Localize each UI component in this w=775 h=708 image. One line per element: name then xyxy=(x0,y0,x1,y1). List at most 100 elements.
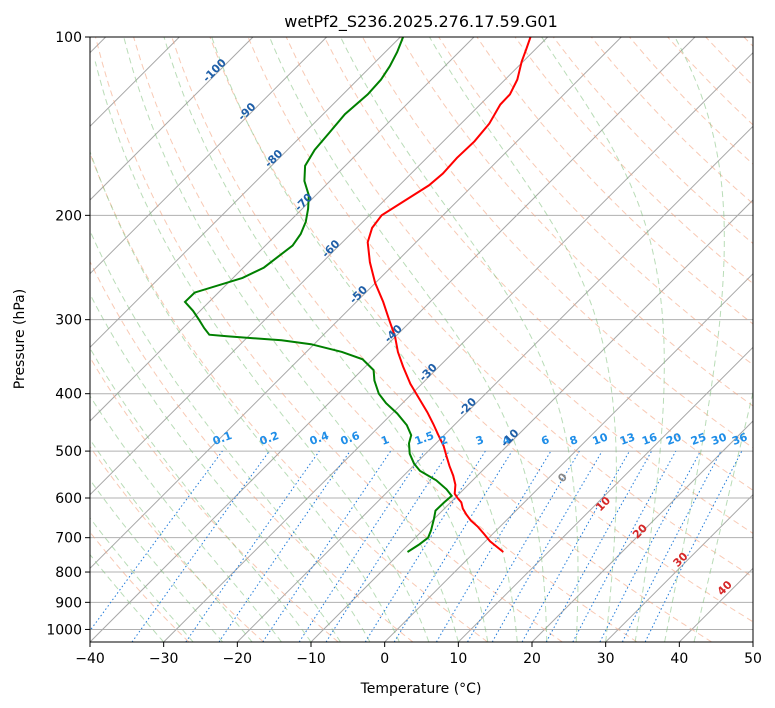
mixing-ratio-label: 0.2 xyxy=(258,429,281,448)
plot-frame xyxy=(89,36,754,643)
mixing-ratio-label: 20 xyxy=(664,430,683,448)
moist-adiabat-34 xyxy=(541,37,665,642)
isotherm--30 xyxy=(163,51,753,642)
mixing-ratio-label: 3 xyxy=(474,433,486,448)
y-axis-ticks: 100 200 300 400 500 600 700 800 900 1000 xyxy=(46,30,90,638)
y-tick-label: 900 xyxy=(55,595,82,611)
mixing-ratio-line-3 xyxy=(364,450,486,642)
mixing-ratio-label: 30 xyxy=(710,430,729,448)
moist-adiabat-30 xyxy=(429,37,617,642)
mixing-ratio-line-0.6 xyxy=(218,450,351,642)
dry-adiabat--10 xyxy=(90,356,339,642)
mixing-ratio-line-1.5 xyxy=(298,450,425,642)
mixing-ratio-label: 10 xyxy=(591,430,610,448)
x-tick-label: −30 xyxy=(149,651,179,667)
wetbulb-label: 10 xyxy=(593,494,613,514)
y-tick-label: 200 xyxy=(55,208,82,224)
mixing-ratio-line-16 xyxy=(545,450,653,642)
mixing-ratio-line-25 xyxy=(599,450,701,642)
dry-adiabat--20 xyxy=(90,445,264,642)
y-tick-label: 500 xyxy=(55,444,82,460)
isotherm-30 xyxy=(605,493,753,642)
moist-adiabat-22 xyxy=(269,37,548,642)
moist-adiabat-18 xyxy=(211,37,518,642)
moist-adiabat--14 xyxy=(90,395,282,642)
x-tick-label: 50 xyxy=(744,651,762,667)
x-tick-label: 20 xyxy=(523,651,541,667)
moist-adiabat--2 xyxy=(90,229,371,642)
dry-adiabat-20 xyxy=(95,37,563,642)
y-tick-label: 400 xyxy=(55,387,82,403)
moist-adiabat-26 xyxy=(340,37,579,642)
dry-adiabat-130 xyxy=(514,37,753,285)
isotherm--60 xyxy=(90,37,549,496)
y-tick-label: 300 xyxy=(55,313,82,329)
x-tick-label: 40 xyxy=(670,651,688,667)
mixing-ratio-label: 13 xyxy=(618,430,637,447)
mixing-ratio-label: 8 xyxy=(568,433,580,448)
isotherm--70 xyxy=(90,37,475,422)
moist-adiabat-6 xyxy=(94,61,430,642)
moist-adiabat--18 xyxy=(90,438,253,642)
mixing-ratio-label: 2 xyxy=(438,433,450,448)
isotherm-label: -40 xyxy=(382,322,405,345)
mixing-ratio-label: 0.6 xyxy=(339,429,362,448)
isotherm-label: -50 xyxy=(347,283,370,306)
y-tick-label: 100 xyxy=(55,30,82,46)
x-tick-label: −10 xyxy=(296,651,326,667)
moist-adiabat-10 xyxy=(123,37,459,642)
isotherm-label: -90 xyxy=(235,100,258,123)
dry-adiabat-80 xyxy=(323,37,753,491)
isotherm-label: -10 xyxy=(498,426,521,449)
mixing-ratio-line-0.2 xyxy=(131,450,270,642)
isotherm--40 xyxy=(90,37,696,642)
moist-adiabat-2 xyxy=(90,150,400,642)
dry-adiabat-50 xyxy=(209,37,753,623)
isotherm-label: -100 xyxy=(200,56,229,85)
profile-lines xyxy=(183,37,532,553)
isotherm-10 xyxy=(457,346,753,642)
isotherm-label: -80 xyxy=(262,147,285,170)
x-axis-ticks: −40 −30 −20 −10 0 10 20 30 40 50 xyxy=(75,642,762,667)
mixing-ratio-label: 0.1 xyxy=(211,429,234,448)
mixing-ratio-line-13 xyxy=(521,450,630,642)
wetbulb-label: 20 xyxy=(630,521,650,541)
mixing-ratio-label: 4 xyxy=(501,433,513,448)
temperature-profile-line xyxy=(366,37,532,553)
dry-adiabat-180 xyxy=(705,37,753,87)
y-tick-label: 700 xyxy=(55,531,82,547)
wetbulb-label: 0 xyxy=(555,470,570,485)
x-tick-label: −40 xyxy=(75,651,105,667)
moist-adiabat--10 xyxy=(90,347,312,642)
isotherm-40 xyxy=(678,567,753,642)
isotherm-50 xyxy=(752,641,753,642)
isotherm--80 xyxy=(90,37,401,349)
mixing-ratio-label: 25 xyxy=(689,430,708,447)
isotherm-0 xyxy=(384,272,753,642)
wetbulb-label: 40 xyxy=(715,578,735,598)
isotherm--90 xyxy=(90,37,328,275)
isotherm-label: -70 xyxy=(292,190,315,213)
moist-adiabat--22 xyxy=(90,479,223,642)
moist-adiabat-14 xyxy=(163,37,489,642)
isotherm-label: -60 xyxy=(319,237,342,260)
mixing-ratio-line-1 xyxy=(262,450,392,642)
dry-adiabat-110 xyxy=(438,37,753,366)
dry-adiabat-190 xyxy=(743,37,753,47)
isotherm--100 xyxy=(90,37,254,201)
mixing-ratio-label: 16 xyxy=(640,430,659,448)
mixing-ratio-label: 1 xyxy=(379,433,391,448)
y-tick-label: 800 xyxy=(55,565,82,581)
mixing-ratio-line-0.1 xyxy=(90,450,223,632)
pressure-gridlines xyxy=(90,37,753,630)
mixing-ratio-line-2 xyxy=(325,450,450,642)
dry-adiabat-60 xyxy=(247,37,753,578)
dry-adiabat-lines xyxy=(90,37,753,642)
dry-adiabat--30 xyxy=(90,531,190,642)
dry-adiabat-0 xyxy=(90,260,414,642)
mixing-ratio-lines xyxy=(90,450,743,642)
mixing-ratio-line-4 xyxy=(393,450,513,642)
y-tick-label: 600 xyxy=(55,491,82,507)
mixing-ratio-label: 0.4 xyxy=(308,429,331,448)
